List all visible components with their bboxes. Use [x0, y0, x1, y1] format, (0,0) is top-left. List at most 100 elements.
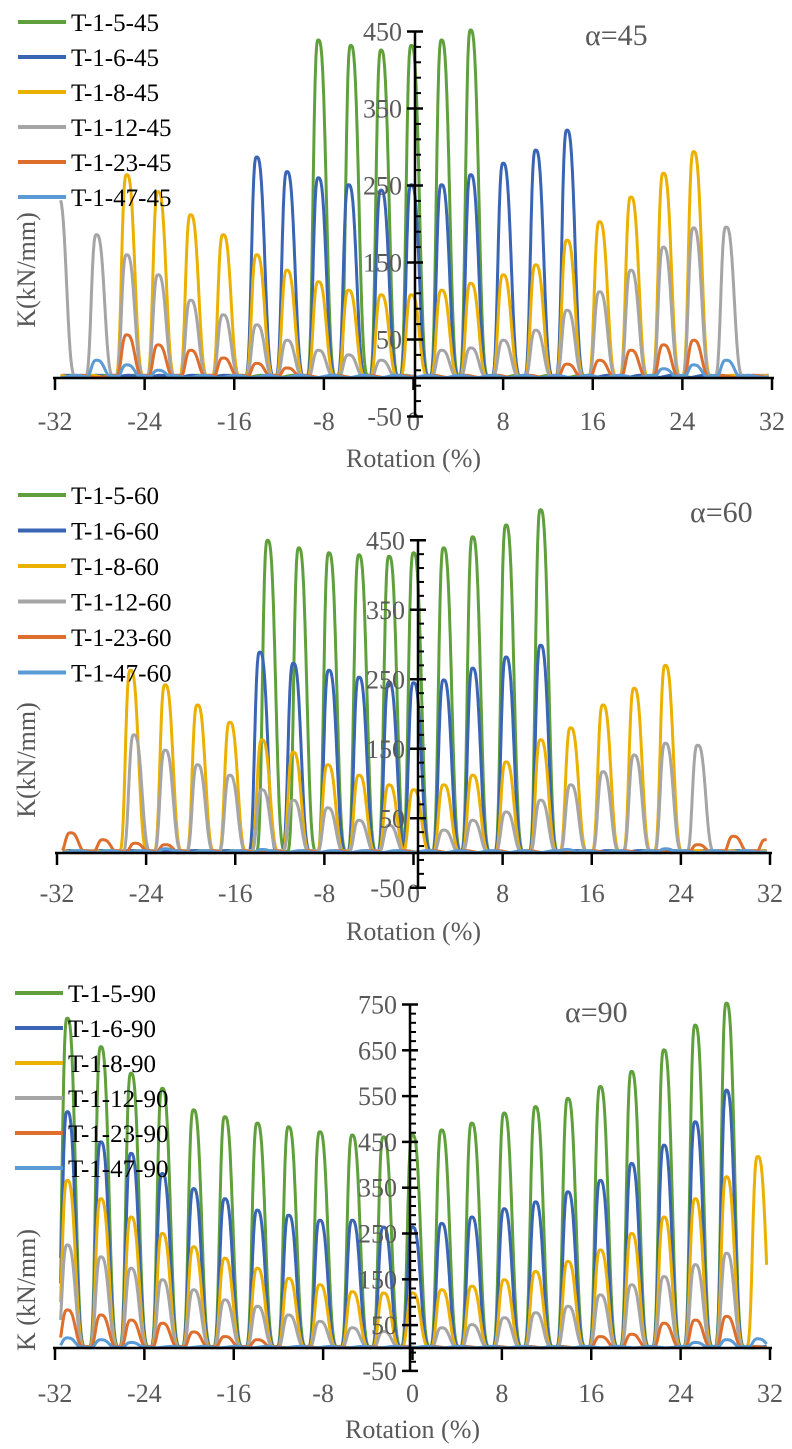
y-tick-label: 250 [366, 665, 405, 694]
x-tick-label: -16 [218, 879, 253, 908]
y-tick-label: 450 [366, 526, 405, 555]
x-tick-label: -24 [127, 407, 162, 436]
y-tick-label: 50 [379, 804, 405, 833]
y-tick-label: -50 [367, 403, 402, 432]
legend-label: T-1-5-60 [71, 483, 159, 510]
series-line-T-1-12-60 [61, 733, 768, 855]
legend-item: T-1-6-60 [18, 519, 159, 546]
x-tick-label: 0 [406, 1379, 419, 1408]
y-axis-label: K(kN/mm) [12, 212, 41, 328]
alpha-annotation: α=60 [690, 496, 753, 529]
legend: T-1-5-60 T-1-6-60 T-1-8-60 T-1-12-60 T-1-23-… [18, 483, 171, 688]
y-tick-label: -50 [362, 1357, 397, 1386]
x-tick-label: -32 [38, 407, 73, 436]
legend-label: T-1-23-60 [71, 625, 171, 652]
alpha-annotation: α=90 [565, 996, 628, 1029]
legend-item: T-1-5-60 [18, 483, 159, 510]
legend-item: T-1-6-45 [18, 45, 159, 72]
x-axis-label: Rotation (%) [346, 917, 481, 946]
y-tick-label: 350 [366, 596, 405, 625]
legend-item: T-1-6-90 [15, 1016, 156, 1043]
legend-label: T-1-6-90 [68, 1016, 156, 1043]
alpha-annotation: α=45 [585, 19, 648, 52]
y-axis-label: K(kN/mm) [12, 702, 41, 818]
legend: T-1-5-90 T-1-6-90 T-1-8-90 T-1-12-90 T-1-23-… [15, 981, 168, 1183]
y-tick-label: 250 [363, 172, 402, 201]
legend-item: T-1-5-45 [18, 10, 159, 37]
legend-label: T-1-47-90 [68, 1156, 168, 1183]
legend-label: T-1-5-90 [68, 981, 156, 1008]
legend-item: T-1-23-45 [18, 150, 171, 177]
x-tick-label: 24 [669, 407, 695, 436]
y-tick-label: 450 [363, 18, 402, 47]
x-tick-label: 16 [578, 1379, 604, 1408]
legend-label: T-1-23-90 [68, 1121, 168, 1148]
x-tick-label: 16 [579, 879, 605, 908]
x-tick-label: -24 [129, 879, 164, 908]
legend-label: T-1-8-60 [71, 554, 159, 581]
x-tick-label: -16 [216, 1379, 251, 1408]
legend-label: T-1-12-45 [71, 115, 171, 142]
legend-item: T-1-23-90 [15, 1121, 168, 1148]
legend-label: T-1-8-90 [68, 1051, 156, 1078]
x-tick-label: -8 [312, 1379, 334, 1408]
y-tick-label: 550 [358, 1082, 397, 1111]
legend-item: T-1-12-90 [15, 1086, 168, 1113]
x-tick-label: 8 [496, 879, 509, 908]
y-tick-label: 150 [363, 249, 402, 278]
x-tick-label: 24 [668, 879, 694, 908]
legend-label: T-1-12-90 [68, 1086, 168, 1113]
x-tick-label: 8 [495, 1379, 508, 1408]
legend-label: T-1-8-45 [71, 80, 159, 107]
legend-label: T-1-47-45 [71, 185, 171, 212]
chart-panel-2: -32 -24 -16 -8 0 8 16 24 32-5050150250350450Rota… [12, 483, 783, 946]
x-tick-label: 8 [497, 407, 510, 436]
legend-item: T-1-8-60 [18, 554, 159, 581]
x-tick-label: 24 [668, 1379, 694, 1408]
y-tick-label: 350 [363, 95, 402, 124]
y-tick-label: 50 [376, 326, 402, 355]
legend-label: T-1-6-45 [71, 45, 159, 72]
x-tick-label: 32 [757, 1379, 783, 1408]
legend-item: T-1-12-60 [18, 590, 171, 617]
legend-item: T-1-12-45 [18, 115, 171, 142]
chart-panel-3: -32 -24 -16 -8 0 8 16 24 32 -50 50 150 250 350 450 550 6… [12, 981, 783, 1444]
legend-label: T-1-12-60 [71, 590, 171, 617]
x-axis-label: Rotation (%) [346, 444, 481, 473]
x-tick-label: 32 [757, 879, 783, 908]
y-axis-label: K (kN/mm) [12, 1229, 41, 1351]
x-tick-label: -8 [313, 407, 335, 436]
x-tick-label: -8 [314, 879, 336, 908]
x-tick-label: -24 [127, 1379, 162, 1408]
legend-label: T-1-23-45 [71, 150, 171, 177]
y-tick-label: 750 [358, 991, 397, 1020]
x-tick-label: -32 [38, 1379, 73, 1408]
legend-item: T-1-8-90 [15, 1051, 156, 1078]
x-tick-label: -16 [217, 407, 252, 436]
y-tick-label: 50 [371, 1311, 397, 1340]
y-tick-label: 250 [358, 1220, 397, 1249]
y-tick-label: 350 [358, 1174, 397, 1203]
legend-label: T-1-47-60 [71, 661, 171, 688]
legend-label: T-1-6-60 [71, 519, 159, 546]
y-tick-label: 150 [366, 735, 405, 764]
y-tick-label: 650 [358, 1036, 397, 1065]
legend-item: T-1-47-90 [15, 1156, 168, 1183]
x-axis-label: Rotation (%) [345, 1415, 480, 1444]
y-tick-label: 150 [358, 1265, 397, 1294]
chart-panel-1: -32 -24 -16 -8 0 8 16 24 32 -50 50 150 250 350 450 Rota… [12, 10, 785, 473]
legend-item: T-1-5-90 [15, 981, 156, 1008]
legend-item: T-1-23-60 [18, 625, 171, 652]
legend: T-1-5-45 T-1-6-45 T-1-8-45 T-1-12-45 T-1-23-… [18, 10, 171, 212]
x-tick-label: 32 [759, 407, 785, 436]
legend-label: T-1-5-45 [71, 10, 159, 37]
legend-item: T-1-47-45 [18, 185, 171, 212]
y-tick-label: 450 [358, 1128, 397, 1157]
x-tick-label: -32 [40, 879, 75, 908]
y-tick-label: -50 [370, 874, 405, 903]
x-tick-label: 0 [407, 407, 420, 436]
x-tick-label: 16 [580, 407, 606, 436]
legend-item: T-1-8-45 [18, 80, 159, 107]
legend-item: T-1-47-60 [18, 661, 171, 688]
